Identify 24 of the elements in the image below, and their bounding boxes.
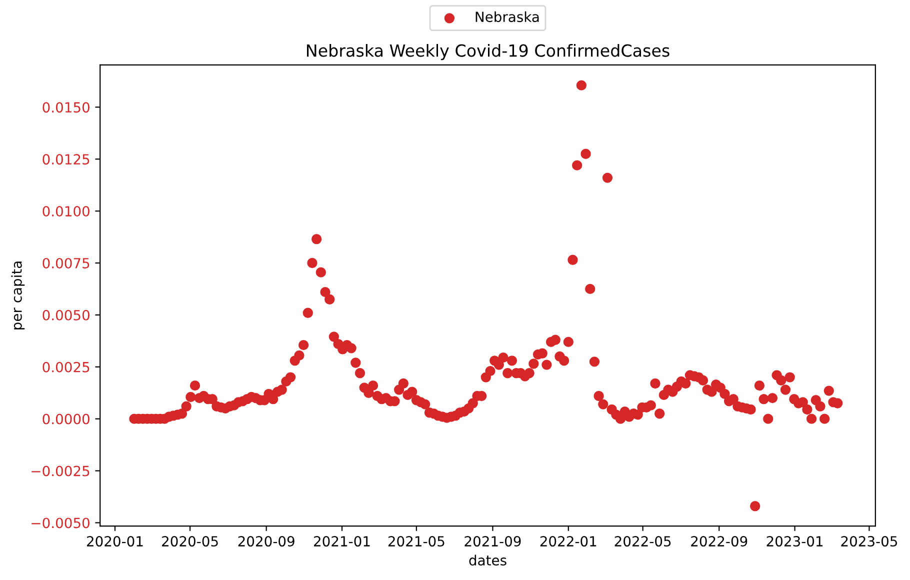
x-tick-label: 2021-09 xyxy=(464,536,521,547)
x-tick-label: 2020-09 xyxy=(238,536,294,547)
x-tick-label: 2020-01 xyxy=(86,536,143,547)
y-tick-label: 0.0050 xyxy=(42,310,90,320)
x-tick-label: 2022-01 xyxy=(540,536,596,547)
y-tick-label: 0.0125 xyxy=(42,154,90,165)
y-tick-label: 0.0150 xyxy=(42,102,90,113)
y-tick-label: −0.0050 xyxy=(32,518,90,528)
y-tick-label: 0.0100 xyxy=(42,206,90,217)
x-tick-label: 2021-01 xyxy=(314,536,370,547)
x-tick-label: 2021-05 xyxy=(388,536,444,547)
x-tick-label: 2022-09 xyxy=(691,536,748,547)
x-tick-label: 2023-05 xyxy=(841,536,898,547)
y-tick-label: 0.0075 xyxy=(42,258,90,268)
y-tick-label: 0.0025 xyxy=(42,362,90,372)
y-tick-label: −0.0025 xyxy=(32,466,90,476)
x-tick-label: 2022-05 xyxy=(614,536,671,547)
x-axis-title: dates xyxy=(469,554,506,566)
y-axis-title: per capita xyxy=(11,262,25,330)
x-tick-label: 2020-05 xyxy=(162,536,218,547)
chart-title: Nebraska Weekly Covid-19 ConfirmedCases xyxy=(306,44,670,60)
y-tick-label: 0.0000 xyxy=(42,414,90,424)
legend-label: Nebraska xyxy=(476,11,539,22)
x-tick-label: 2023-01 xyxy=(766,536,823,547)
